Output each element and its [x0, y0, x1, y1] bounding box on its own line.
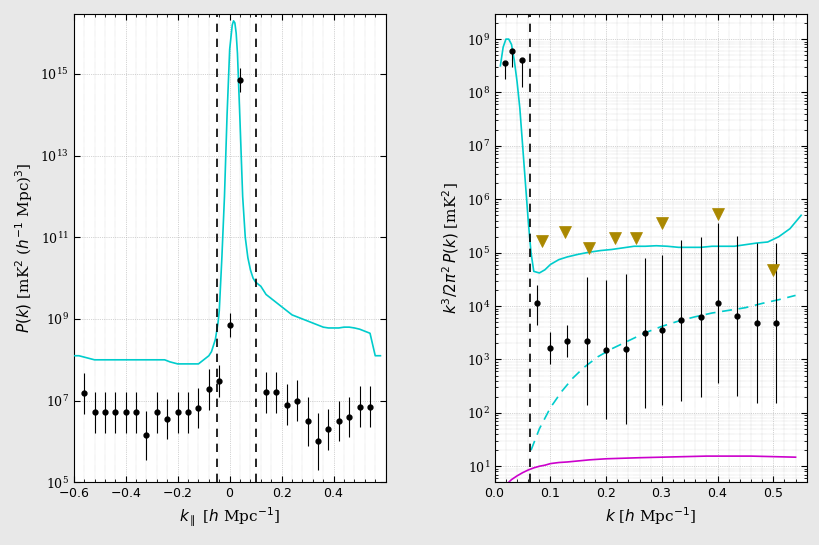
Y-axis label: $k^3/2\pi^2\, P(k)$ [mK$^2$]: $k^3/2\pi^2\, P(k)$ [mK$^2$]: [441, 182, 461, 314]
Y-axis label: $P(k)$ [mK$^2$ ($h^{-1}$ Mpc)$^3$]: $P(k)$ [mK$^2$ ($h^{-1}$ Mpc)$^3$]: [13, 163, 35, 333]
X-axis label: $k_\parallel$ [$h$ Mpc$^{-1}$]: $k_\parallel$ [$h$ Mpc$^{-1}$]: [179, 506, 280, 529]
X-axis label: $k$ [$h$ Mpc$^{-1}$]: $k$ [$h$ Mpc$^{-1}$]: [605, 506, 696, 528]
